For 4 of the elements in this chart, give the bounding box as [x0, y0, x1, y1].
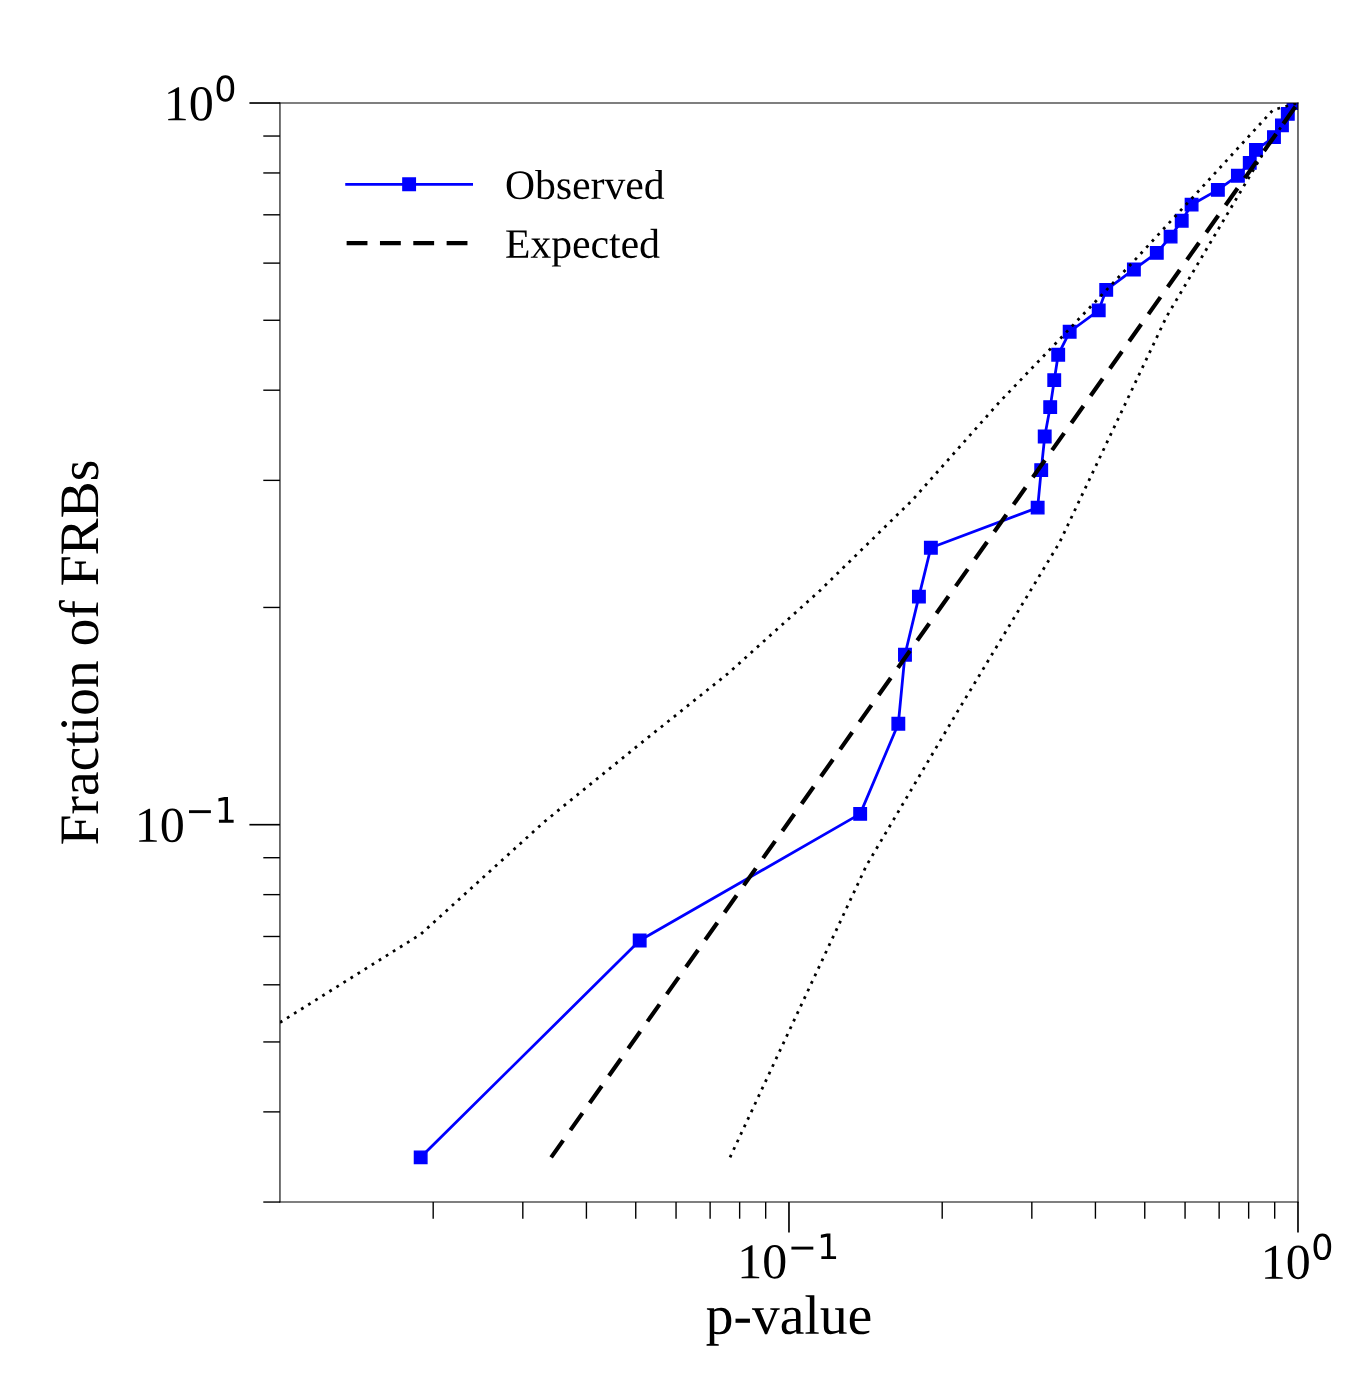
legend-label: Observed — [506, 169, 665, 200]
y-axis-title: Fraction of FRBs — [58, 461, 99, 844]
x-axis-title: p-value — [706, 1295, 871, 1346]
legend-label: Expected — [506, 228, 660, 267]
